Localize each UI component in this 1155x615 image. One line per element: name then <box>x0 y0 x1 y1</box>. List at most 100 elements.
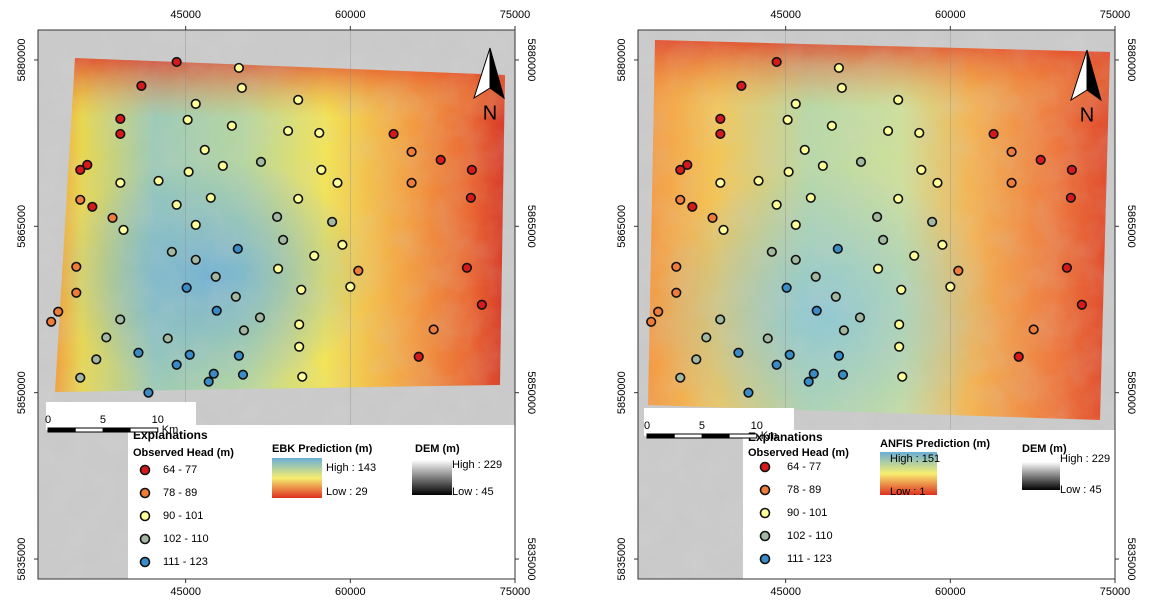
y-tick-label: 5865000 <box>16 205 28 248</box>
observation-point <box>101 332 112 343</box>
dem-low: Low : 45 <box>452 486 494 498</box>
observation-point <box>428 324 439 335</box>
map-panel: 45000 45000 60000 60000 75000 75000 5880000 588… <box>616 9 1137 598</box>
legend-box <box>128 425 515 579</box>
observation-point <box>82 159 93 170</box>
prediction-raster <box>55 58 505 392</box>
observation-point <box>715 177 726 188</box>
legend-label: 78 - 89 <box>163 487 197 499</box>
observation-point <box>837 369 849 380</box>
observation-point <box>190 254 201 265</box>
observation-point <box>278 234 289 245</box>
legend-symbol <box>759 553 771 565</box>
y-tick-label: 5850000 <box>1125 371 1137 414</box>
x-tick-label: 75000 <box>500 9 531 21</box>
observation-point <box>691 354 702 365</box>
observation-point <box>805 192 816 203</box>
observation-point <box>461 262 473 273</box>
observation-point <box>1006 177 1017 188</box>
observation-point <box>211 305 222 316</box>
y-tick-label: 5865000 <box>616 205 628 248</box>
observation-point <box>237 369 249 380</box>
raster-texture <box>648 40 1110 420</box>
observation-point <box>435 154 446 165</box>
observation-point <box>897 371 908 382</box>
observation-point <box>254 312 266 323</box>
north-arrow-right <box>1086 49 1102 102</box>
observation-point <box>833 350 844 361</box>
observation-point <box>736 80 747 91</box>
scale-segment <box>75 427 104 433</box>
observation-point <box>701 332 712 343</box>
observation-point <box>882 125 894 137</box>
x-tick-label: 45000 <box>770 9 801 21</box>
observation-point <box>854 312 866 323</box>
legend-label: 111 - 123 <box>787 553 832 565</box>
observation-point <box>811 305 822 316</box>
legend-symbol <box>139 464 151 476</box>
observation-point <box>75 372 86 383</box>
observation-point <box>817 160 828 171</box>
observation-point <box>476 299 487 310</box>
observation-point <box>71 287 82 298</box>
observation-point <box>914 127 925 139</box>
observation-point <box>171 199 182 210</box>
y-tick-label: 5880000 <box>616 39 628 82</box>
observation-point <box>233 62 244 74</box>
observation-point <box>771 199 782 210</box>
observation-point <box>715 113 726 124</box>
observation-point <box>718 224 729 235</box>
y-tick-label: 5835000 <box>1125 538 1137 581</box>
y-tick-label: 5835000 <box>616 538 628 581</box>
x-tick-label: 60000 <box>335 9 366 21</box>
observation-point <box>184 349 195 360</box>
map-frame <box>37 29 516 580</box>
observation-point <box>238 325 250 336</box>
scale-box <box>644 408 794 436</box>
scale-label: 10 <box>152 414 164 426</box>
observation-point <box>826 120 837 131</box>
scale-unit: Km <box>162 424 179 436</box>
observation-point <box>345 281 356 292</box>
observation-point <box>790 219 801 230</box>
observation-point <box>1066 164 1077 175</box>
observation-point <box>203 376 214 387</box>
scale-segment <box>102 428 131 432</box>
observation-point <box>332 177 343 188</box>
observation-point <box>294 319 305 330</box>
observation-point <box>118 224 129 235</box>
observation-point <box>183 166 194 177</box>
observation-point <box>682 159 693 170</box>
observation-point <box>909 250 920 261</box>
observation-point <box>153 175 164 186</box>
observation-point <box>230 291 241 302</box>
x-tick-label: 60000 <box>935 586 966 598</box>
scale-segment <box>130 427 159 433</box>
map-panel: 45000 45000 60000 60000 75000 75000 5880000 588… <box>16 9 537 598</box>
observation-point <box>988 128 999 140</box>
scale-label: 0 <box>45 414 51 426</box>
scale-segment <box>729 433 758 439</box>
legend-symbol <box>759 484 771 496</box>
legend-label: 90 - 101 <box>163 510 203 522</box>
observation-point <box>406 146 417 157</box>
prediction-title: EBK Prediction (m) <box>272 443 373 455</box>
prediction-high: High : 151 <box>890 453 940 465</box>
legend-label: 78 - 89 <box>787 484 821 496</box>
scale-segment <box>647 434 675 438</box>
map-body <box>638 30 1115 579</box>
scale-label: 10 <box>751 420 763 432</box>
dem-low: Low : 45 <box>1060 484 1102 496</box>
observation-point <box>87 201 98 212</box>
observation-point <box>232 243 243 254</box>
legend-symbol <box>759 461 771 473</box>
observation-point <box>799 144 810 155</box>
legend-symbol <box>139 510 151 522</box>
observation-point <box>199 144 210 155</box>
observation-point <box>133 347 144 358</box>
observation-point <box>715 128 726 140</box>
observation-point <box>190 219 201 230</box>
x-tick-label: 45000 <box>770 586 801 598</box>
observation-point <box>671 261 682 272</box>
